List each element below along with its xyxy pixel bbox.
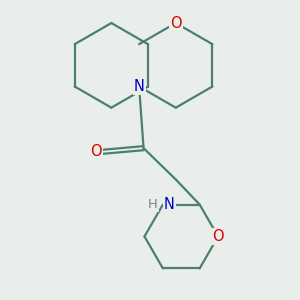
Text: O: O <box>90 144 101 159</box>
Text: O: O <box>170 16 182 31</box>
Text: N: N <box>134 79 145 94</box>
Text: H: H <box>148 198 158 211</box>
Text: N: N <box>164 197 175 212</box>
Text: O: O <box>212 229 224 244</box>
